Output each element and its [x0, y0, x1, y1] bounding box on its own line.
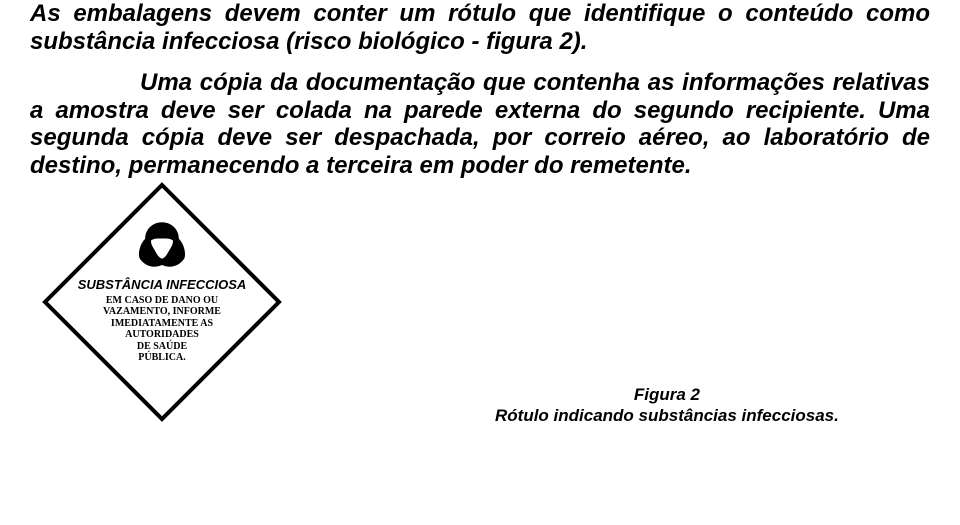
figure-number: Figura 2: [495, 384, 839, 405]
hazard-title: SUBSTÂNCIA INFECCIOSA: [78, 277, 247, 292]
bottom-row: SUBSTÂNCIA INFECCIOSA EM CASO DE DANO OU…: [30, 176, 930, 427]
hazard-line-3: IMEDIATAMENTE AS: [111, 318, 213, 330]
hazard-line-1: EM CASO DE DANO OU: [106, 295, 218, 307]
diamond-content: SUBSTÂNCIA INFECCIOSA EM CASO DE DANO OU…: [42, 182, 282, 422]
hazard-line-4: AUTORIDADES: [125, 329, 199, 341]
biohazard-icon: [134, 222, 190, 274]
hazard-diamond: SUBSTÂNCIA INFECCIOSA EM CASO DE DANO OU…: [42, 182, 282, 422]
paragraph-1: As embalagens devem conter um rótulo que…: [30, 0, 930, 55]
hazard-line-2: VAZAMENTO, INFORME: [103, 306, 221, 318]
hazard-line-5: DE SAÚDE: [137, 341, 187, 353]
document-page: As embalagens devem conter um rótulo que…: [0, 0, 960, 426]
figure-caption-text: Rótulo indicando substâncias infecciosas…: [495, 405, 839, 426]
diamond-container: SUBSTÂNCIA INFECCIOSA EM CASO DE DANO OU…: [30, 176, 310, 422]
paragraph-2: Uma cópia da documentação que contenha a…: [30, 69, 930, 179]
figure-caption: Figura 2 Rótulo indicando substâncias in…: [495, 384, 839, 427]
hazard-line-6: PÚBLICA.: [138, 352, 186, 364]
